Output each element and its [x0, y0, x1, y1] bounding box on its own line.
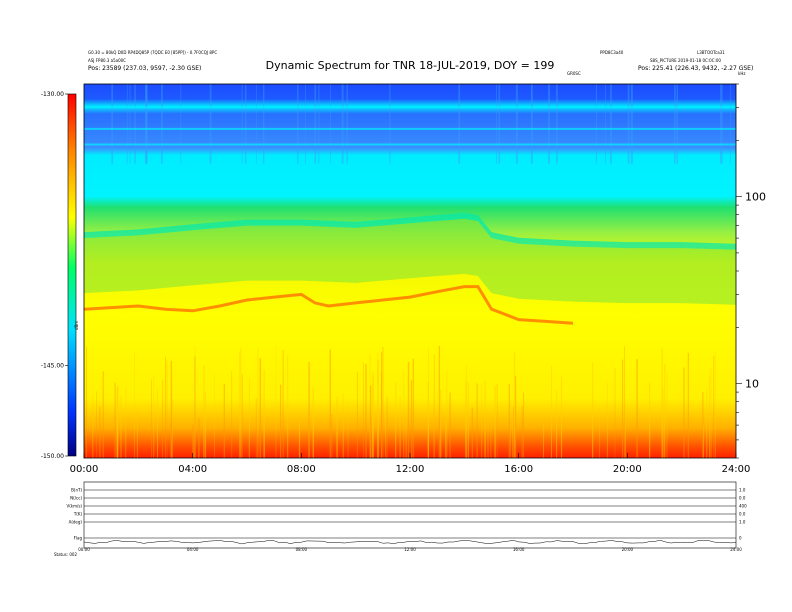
colorbar-tick-label: -130.00 [41, 91, 64, 98]
x-tick-label: 16:00 [504, 464, 533, 475]
bottom-panels: B(nT) 1.0 N(/cc) 0.0 V(km/s) 400 T(K) 0.0 A(deg)… [66, 488, 747, 553]
bottom-panel-value: 0 [739, 536, 742, 541]
bottom-panels-frame [83, 481, 737, 549]
colorbar-ticks: -130.00 -145.00 -150.00 [41, 91, 68, 460]
bottom-tick-label: 12:00 [404, 547, 416, 552]
colorbar-tick-label: -150.00 [41, 453, 64, 460]
header-right-line4: Pos: 225.41 (226.43, 9432, -2.27 GSE) [638, 65, 753, 72]
spectrogram [84, 84, 736, 458]
bottom-tick-label: 00:00 [78, 547, 90, 552]
bottom-tick-label: 08:00 [296, 547, 308, 552]
header-left-line1: G0.30 = 80kQ D0D RP4DQ85P (7QDC E0 [85PP… [88, 50, 217, 55]
header-left-line2: ASJ FP80.3 a5a00C [88, 58, 126, 63]
x-tick-label: 08:00 [287, 464, 316, 475]
x-tick-label: 24:00 [722, 464, 751, 475]
bottom-panel-label: A(deg) [69, 520, 83, 525]
bottom-tick-label: 16:00 [513, 547, 525, 552]
header-right-line2: L3BTOOTca31 [697, 50, 725, 55]
x-tick-label: 00:00 [70, 464, 99, 475]
green-band [84, 218, 736, 305]
x-tick-label: 12:00 [396, 464, 425, 475]
bottom-panel-value: 400 [739, 504, 747, 509]
bottom-tick-label: 04:00 [187, 547, 199, 552]
header-left-line3: Pos: 23589 (237.03, 9597, -2.30 GSE) [88, 65, 201, 72]
y-axis-right-ticks: 100 10 [736, 83, 766, 459]
x-tick-label: 20:00 [613, 464, 642, 475]
bottom-panel-label: Flag [74, 536, 83, 541]
footer-status: Status: 002 [54, 552, 77, 557]
bottom-panel-label: N(/cc) [70, 496, 82, 501]
colorbar-tick-label: -145.00 [41, 363, 64, 370]
header-right-line3: S8S_PICTURE 2019-01-18 0C:0C:00 [650, 58, 721, 63]
bottom-tick-label: 24:00 [730, 547, 742, 552]
header-corner-unit: kHz [738, 71, 745, 76]
bottom-panel-label: V(km/s) [66, 504, 82, 509]
colorbar [67, 93, 77, 457]
bottom-panel-value: 1.0 [739, 488, 746, 493]
y-tick-label: 10 [745, 378, 759, 391]
colorbar-label: dBm [74, 321, 79, 330]
bottom-tick-label: 20:00 [622, 547, 634, 552]
x-tick-label: 04:00 [178, 464, 207, 475]
bottom-panel-label: B(nT) [71, 488, 82, 493]
bottom-panel-value: 0.0 [739, 512, 746, 517]
time-stripes [84, 84, 731, 458]
x-axis-ticks: 00:00 04:00 08:00 12:00 16:00 20:00 24:00 [70, 453, 751, 475]
green-band-edge [84, 212, 736, 250]
bottom-panel-value: 0.0 [739, 496, 746, 501]
bottom-panel-wave [83, 539, 737, 545]
header-right-line1: PPD8C3a40 [600, 50, 624, 55]
chart-title: Dynamic Spectrum for TNR 18-JUL-2019, DO… [266, 59, 555, 72]
bottom-panel-value: 1.0 [739, 520, 746, 525]
emission-ridge [84, 285, 574, 325]
bottom-panel-label: T(K) [73, 512, 83, 517]
frequency-band-lines [84, 106, 736, 146]
green-band-layer [84, 212, 736, 305]
y-tick-label: 100 [745, 191, 766, 204]
header-center-small: GR0SC [567, 71, 581, 76]
